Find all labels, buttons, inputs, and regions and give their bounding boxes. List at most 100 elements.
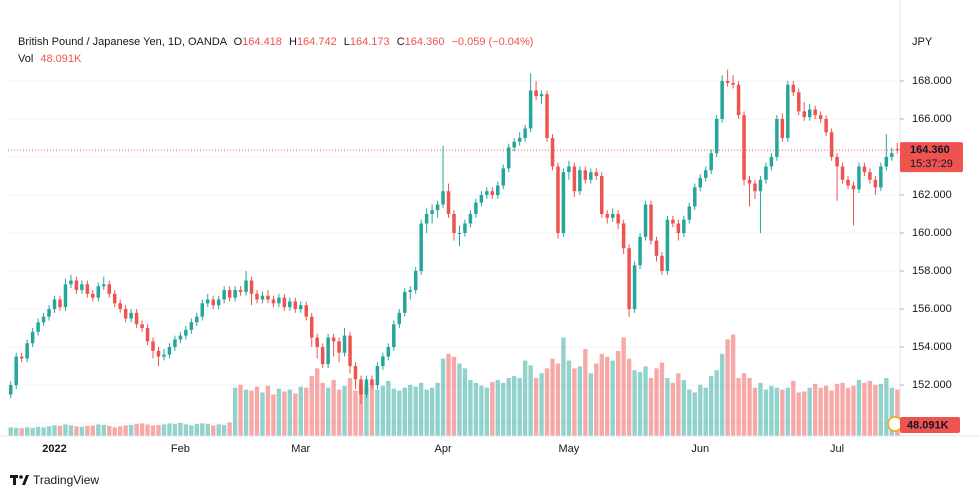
high-value: 164.742: [297, 36, 337, 48]
volume-bar: [451, 356, 457, 436]
candle-body: [233, 290, 237, 298]
candle-body: [813, 109, 817, 116]
candle-body: [736, 84, 741, 116]
volume-bar: [626, 358, 632, 436]
volume-bar: [391, 388, 396, 436]
candle-body: [468, 213, 473, 224]
volume-bar: [315, 368, 320, 436]
volume-bar: [698, 384, 703, 436]
volume-bar: [221, 424, 227, 436]
change-value: −0.059 (−0.04%): [452, 36, 534, 48]
volume-bar: [320, 382, 325, 436]
candle-body: [676, 223, 681, 233]
candle-body: [758, 179, 763, 192]
candle-body: [266, 295, 270, 300]
candle-body: [698, 177, 703, 188]
candle-body: [123, 309, 128, 319]
candle-body: [118, 303, 122, 310]
candle-body: [244, 280, 248, 292]
candle-body: [687, 206, 692, 220]
volume-bar: [440, 358, 446, 436]
volume-bar: [249, 390, 254, 436]
volume-bar: [648, 378, 654, 436]
volume-bar: [30, 427, 35, 436]
volume-bar: [676, 373, 681, 436]
volume-bar: [446, 353, 451, 436]
volume-bar: [63, 424, 68, 436]
candle-body: [359, 379, 363, 395]
candle-body: [41, 316, 46, 323]
candle-body: [594, 172, 599, 176]
volume-bar: [829, 390, 834, 436]
candle-body: [364, 379, 369, 395]
candle-body: [25, 343, 29, 359]
volume-bar: [528, 365, 533, 436]
volume-bar: [386, 380, 391, 436]
volume-bar: [659, 362, 665, 436]
volume-bar: [260, 392, 265, 436]
candle-body: [605, 213, 609, 218]
candle-body: [353, 366, 358, 380]
candle-body: [36, 322, 40, 332]
volume-bar: [807, 387, 812, 436]
volume-bar: [714, 370, 719, 436]
candle-body: [556, 166, 560, 233]
volume-bar: [774, 387, 780, 436]
legend-header: British Pound / Japanese Yen, 1D, OANDA …: [18, 36, 533, 48]
candle-body: [753, 183, 757, 192]
volume-bar: [599, 353, 604, 436]
volume-bar: [522, 360, 528, 436]
volume-bar: [211, 425, 216, 436]
volume-bar: [692, 392, 697, 436]
volume-bar: [424, 389, 429, 436]
ohlc-letter: C: [397, 36, 405, 48]
candle-body: [550, 137, 555, 167]
volume-bar: [265, 385, 271, 436]
candle-body: [326, 337, 330, 365]
candle-body: [452, 213, 456, 233]
volume-bar: [834, 383, 840, 436]
volume-bar: [117, 426, 123, 436]
volume-bar: [780, 389, 785, 436]
volume-bar: [435, 382, 440, 436]
candle-body: [392, 324, 396, 348]
candle-body: [140, 324, 144, 329]
candle-body: [381, 356, 385, 367]
candle-body: [802, 111, 806, 118]
volume-bar: [68, 425, 74, 436]
candle-body: [446, 191, 451, 214]
y-tick-label: 162.000: [912, 189, 952, 201]
volume-bar: [577, 366, 583, 436]
candle-body: [731, 82, 735, 85]
candle-body: [419, 223, 423, 272]
volume-bar: [878, 383, 884, 436]
volume-bar: [555, 363, 561, 436]
volume-bar: [19, 428, 24, 436]
volume-bar: [785, 387, 791, 436]
volume-bar: [747, 378, 752, 436]
volume-bar: [161, 424, 167, 436]
volume-bar: [139, 423, 145, 436]
volume-bar: [561, 337, 566, 436]
volume-bar: [730, 334, 736, 436]
candle-body: [52, 299, 57, 310]
candle-body: [539, 94, 544, 97]
volume-bar: [347, 378, 353, 436]
volume-bar: [216, 424, 221, 436]
volume-bar: [468, 379, 473, 436]
volume-bar: [670, 382, 676, 436]
last-price-tag: [900, 142, 963, 173]
volume-bar: [309, 376, 314, 436]
volume-bar: [791, 380, 796, 436]
volume-bar: [632, 370, 637, 436]
candle-body: [890, 153, 894, 157]
candle-body: [797, 92, 801, 112]
low-value: 164.173: [350, 36, 390, 48]
candle-body: [107, 284, 111, 294]
volume-bar: [566, 360, 572, 436]
candle-body: [665, 219, 670, 272]
volume-bar: [429, 387, 435, 436]
candle-body: [96, 286, 101, 298]
volume-bar: [719, 353, 725, 436]
candle-body: [435, 204, 440, 211]
